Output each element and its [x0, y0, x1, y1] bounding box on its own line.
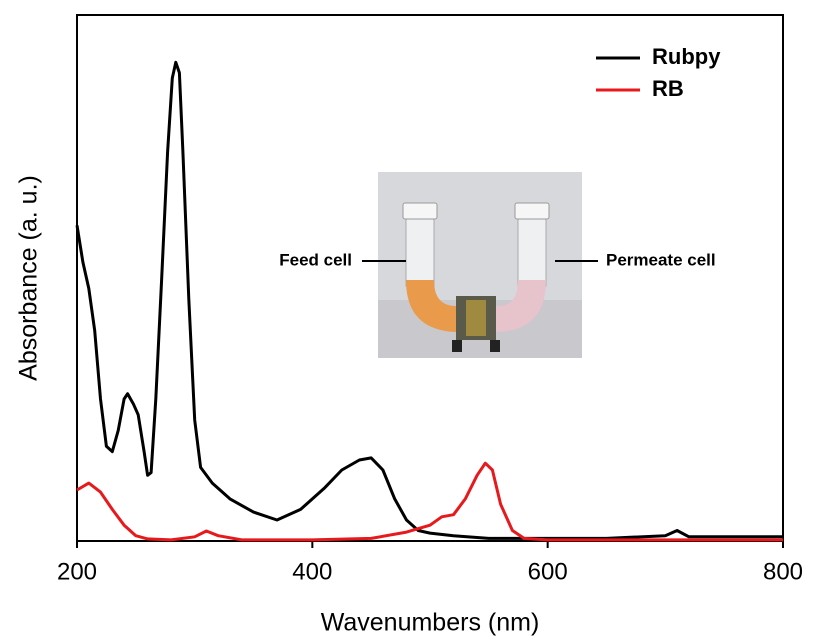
- x-axis-label: Wavenumbers (nm): [321, 609, 540, 637]
- x-tick-label: 200: [57, 558, 97, 585]
- series-line: [75, 60, 783, 540]
- annotation: Permeate cell: [606, 250, 716, 269]
- legend-label: RB: [652, 76, 684, 101]
- legend-label: Rubpy: [652, 44, 721, 69]
- annotation: Feed cell: [279, 250, 352, 269]
- plot-frame: [76, 14, 784, 542]
- x-tick-label: 800: [763, 558, 803, 585]
- inset-photo: [362, 172, 598, 358]
- x-tick-label: 400: [292, 558, 332, 585]
- x-tick-label: 600: [528, 558, 568, 585]
- series-line: [76, 461, 783, 542]
- y-axis-label: Absorbance (a. u.): [15, 175, 43, 381]
